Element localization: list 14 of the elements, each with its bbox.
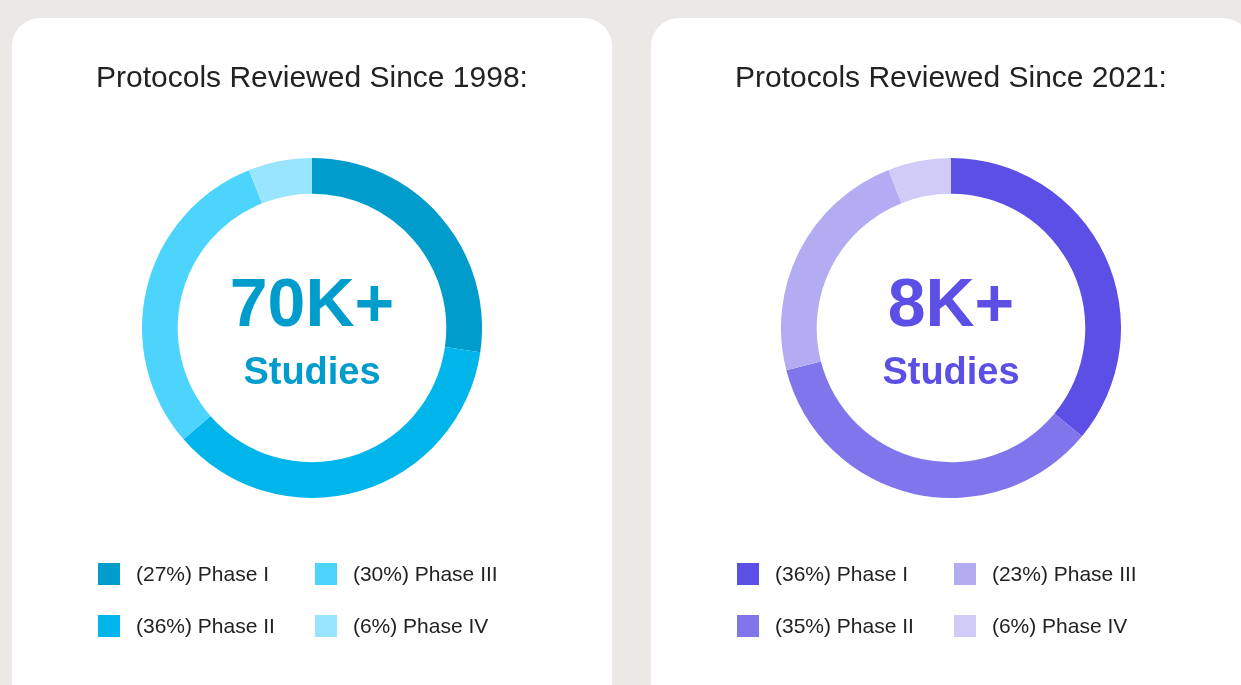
legend-label: (35%) Phase II <box>775 614 914 638</box>
legend-label: (6%) Phase IV <box>991 614 1128 638</box>
chart-title: Protocols Reviewed Since 1998: <box>95 60 529 94</box>
chart-title: Protocols Reviewed Since 2021: <box>734 60 1168 94</box>
text: 8K+ <box>886 264 1016 340</box>
legend-label: (30%) Phase III <box>352 562 498 586</box>
legend-label: (23%) Phase III <box>991 562 1137 586</box>
legend-label: (36%) Phase I <box>775 562 909 586</box>
text: Studies <box>881 350 1021 392</box>
legend-label: (6%) Phase IV <box>352 614 489 638</box>
legend-label: (36%) Phase II <box>136 614 275 638</box>
text: Studies <box>242 350 382 392</box>
text: 70K+ <box>228 264 396 340</box>
legend-label: (27%) Phase I <box>136 562 270 586</box>
